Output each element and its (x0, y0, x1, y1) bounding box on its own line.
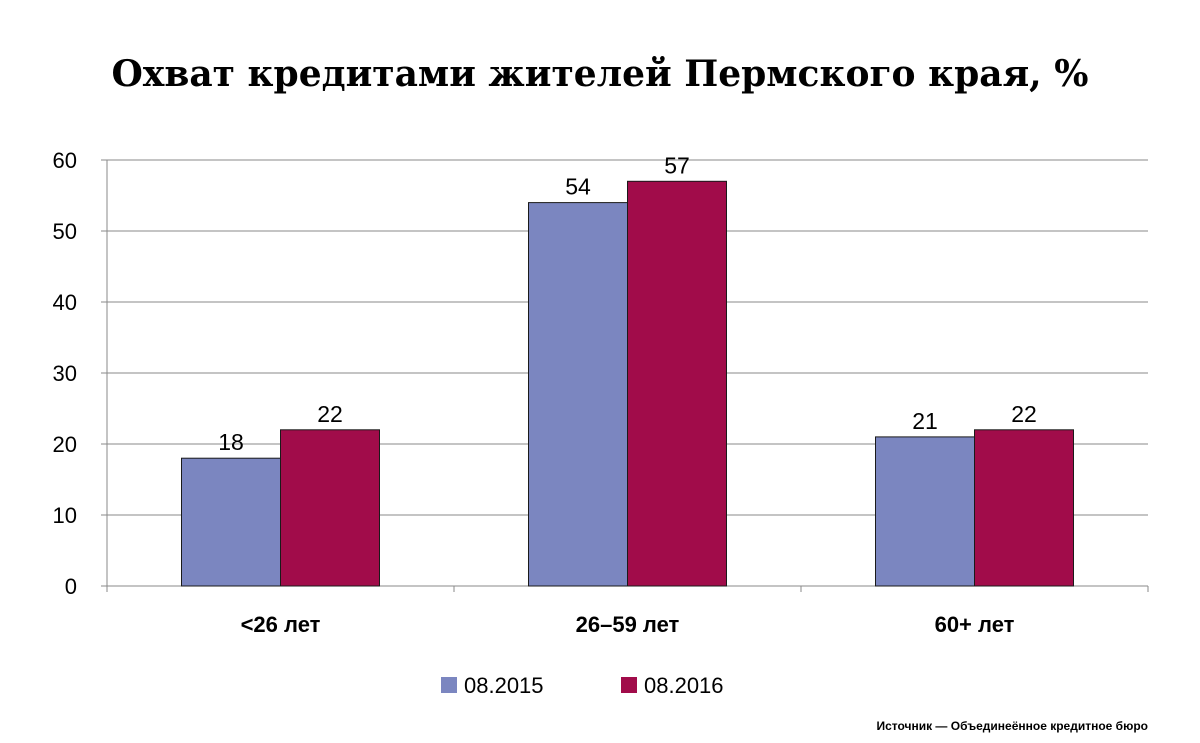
source-note: Источник — Объединеённое кредитное бюро (876, 719, 1148, 733)
data-label: 22 (1011, 401, 1037, 427)
data-label: 54 (565, 174, 591, 200)
bar (181, 457, 281, 587)
y-tick-label: 10 (53, 503, 77, 528)
legend-label: 08.2015 (464, 673, 544, 698)
x-category-label: 26–59 лет (576, 612, 680, 637)
bar (528, 202, 628, 587)
data-label: 22 (317, 401, 343, 427)
bar (627, 180, 727, 587)
legend-swatch (621, 677, 637, 693)
data-label: 57 (664, 152, 690, 178)
bar (974, 429, 1074, 587)
y-tick-label: 50 (53, 219, 77, 244)
y-tick-label: 60 (53, 148, 77, 173)
bar (875, 436, 975, 587)
bar (280, 429, 380, 587)
data-label: 21 (912, 408, 938, 434)
x-category-label: <26 лет (241, 612, 321, 637)
y-tick-label: 40 (53, 290, 77, 315)
y-tick-label: 30 (53, 361, 77, 386)
chart-title: Охват кредитами жителей Пермского края, … (111, 53, 1089, 95)
legend-label: 08.2016 (644, 673, 724, 698)
legend-swatch (441, 677, 457, 693)
y-tick-label: 0 (65, 574, 77, 599)
data-label: 18 (218, 429, 244, 455)
y-tick-label: 20 (53, 432, 77, 457)
x-category-label: 60+ лет (935, 612, 1015, 637)
